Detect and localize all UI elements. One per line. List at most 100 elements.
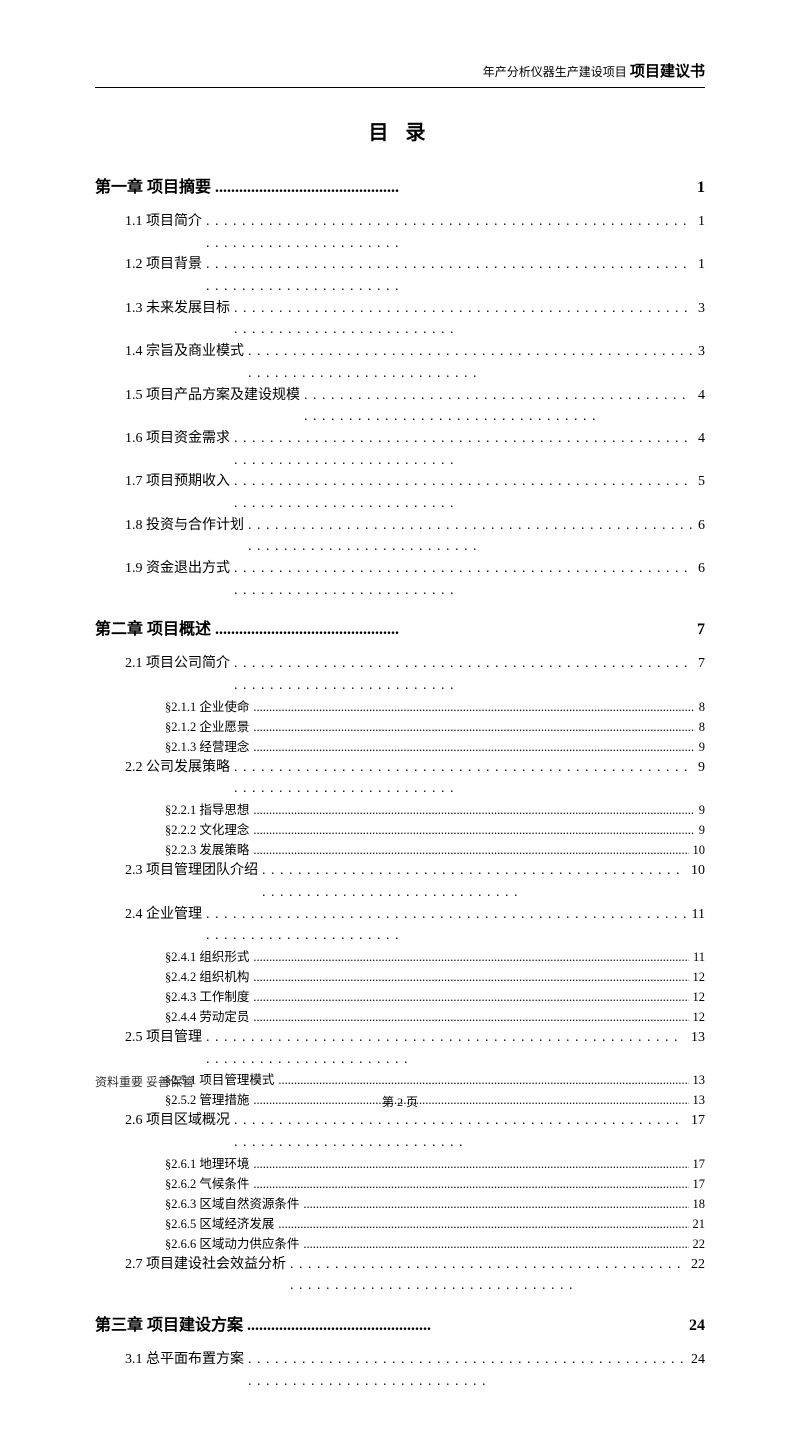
- leader-dots: . . . . . . . . . . . . . . . . . . . . …: [290, 1254, 687, 1297]
- subsection-row-label: §2.2.3 发展策略: [165, 840, 249, 860]
- chapter-row-page: 1: [697, 179, 705, 197]
- leader-dots: . . . . . . . . . . . . . . . . . . . . …: [234, 471, 694, 514]
- subsection-row: §2.4.4 劳动定员.............................…: [165, 1007, 705, 1027]
- subsection-row-page: 22: [693, 1234, 706, 1254]
- section-row-label: 2.2 公司发展策略: [125, 757, 230, 779]
- subsection-row: §2.2.3 发展策略.............................…: [165, 840, 705, 860]
- section-row: 2.7 项目建设社会效益分析. . . . . . . . . . . . . …: [125, 1254, 705, 1297]
- leader-dots: . . . . . . . . . . . . . . . . . . . . …: [234, 298, 694, 341]
- section-row-page: 4: [698, 428, 705, 450]
- leader-dots: ........................................…: [253, 820, 694, 840]
- section-row-page: 7: [698, 653, 705, 675]
- leader-dots: ........................................…: [215, 179, 693, 197]
- section-row: 2.4 企业管理. . . . . . . . . . . . . . . . …: [125, 904, 705, 947]
- subsection-row-page: 9: [699, 800, 705, 820]
- section-row-page: 5: [698, 471, 705, 493]
- section-row-page: 3: [698, 298, 705, 320]
- subsection-row-label: §2.6.6 区域动力供应条件: [165, 1234, 299, 1254]
- section-row-label: 2.6 项目区域概况: [125, 1110, 230, 1132]
- leader-dots: ........................................…: [253, 1154, 688, 1174]
- subsection-row-page: 18: [693, 1194, 706, 1214]
- section-row: 1.7 项目预期收入. . . . . . . . . . . . . . . …: [125, 471, 705, 514]
- leader-dots: ........................................…: [303, 1234, 688, 1254]
- section-row-label: 3.1 总平面布置方案: [125, 1349, 244, 1371]
- subsection-row: §2.6.2 气候条件.............................…: [165, 1174, 705, 1194]
- subsection-row: §2.6.5 区域经济发展...........................…: [165, 1214, 705, 1234]
- section-row-label: 1.8 投资与合作计划: [125, 515, 244, 537]
- section-row-page: 1: [698, 211, 705, 233]
- leader-dots: ........................................…: [303, 1194, 688, 1214]
- leader-dots: . . . . . . . . . . . . . . . . . . . . …: [248, 341, 694, 384]
- subsection-row-label: §2.1.1 企业使命: [165, 697, 249, 717]
- subsection-row-page: 10: [693, 840, 706, 860]
- section-row-label: 2.5 项目管理: [125, 1027, 202, 1049]
- leader-dots: ........................................…: [253, 840, 688, 860]
- subsection-row-page: 17: [693, 1174, 706, 1194]
- subsection-row: §2.1.3 经营理念.............................…: [165, 737, 705, 757]
- subsection-row-label: §2.4.2 组织机构: [165, 967, 249, 987]
- subsection-row-label: §2.4.3 工作制度: [165, 987, 249, 1007]
- leader-dots: . . . . . . . . . . . . . . . . . . . . …: [234, 558, 694, 601]
- leader-dots: ........................................…: [215, 621, 693, 639]
- subsection-row: §2.6.6 区域动力供应条件.........................…: [165, 1234, 705, 1254]
- section-row-page: 1: [698, 254, 705, 276]
- section-row-page: 6: [698, 558, 705, 580]
- header-subtitle: 年产分析仪器生产建设项目: [483, 65, 627, 79]
- section-row: 1.2 项目背景. . . . . . . . . . . . . . . . …: [125, 254, 705, 297]
- subsection-row-page: 13: [693, 1070, 706, 1090]
- leader-dots: ........................................…: [253, 1174, 688, 1194]
- section-row-page: 9: [698, 757, 705, 779]
- subsection-row: §2.2.2 文化理念.............................…: [165, 820, 705, 840]
- leader-dots: . . . . . . . . . . . . . . . . . . . . …: [262, 860, 687, 903]
- section-row-label: 1.1 项目简介: [125, 211, 202, 233]
- section-row-label: 2.4 企业管理: [125, 904, 202, 926]
- section-row: 1.8 投资与合作计划. . . . . . . . . . . . . . .…: [125, 515, 705, 558]
- leader-dots: ........................................…: [253, 717, 694, 737]
- section-row-page: 4: [698, 385, 705, 407]
- subsection-row-label: §2.6.2 气候条件: [165, 1174, 249, 1194]
- leader-dots: . . . . . . . . . . . . . . . . . . . . …: [206, 904, 688, 947]
- subsection-row: §2.4.1 组织形式.............................…: [165, 947, 705, 967]
- section-row: 2.2 公司发展策略. . . . . . . . . . . . . . . …: [125, 757, 705, 800]
- section-row: 1.9 资金退出方式. . . . . . . . . . . . . . . …: [125, 558, 705, 601]
- section-row-page: 6: [698, 515, 705, 537]
- leader-dots: . . . . . . . . . . . . . . . . . . . . …: [234, 757, 694, 800]
- subsection-row: §2.2.1 指导思想.............................…: [165, 800, 705, 820]
- section-row-label: 1.5 项目产品方案及建设规模: [125, 385, 300, 407]
- subsection-row: §2.1.1 企业使命.............................…: [165, 697, 705, 717]
- section-row-label: 1.4 宗旨及商业模式: [125, 341, 244, 363]
- subsection-row: §2.1.2 企业愿景.............................…: [165, 717, 705, 737]
- subsection-row: §2.5.1 项目管理模式...........................…: [165, 1070, 705, 1090]
- section-row-label: 2.1 项目公司简介: [125, 653, 230, 675]
- subsection-row-label: §2.4.4 劳动定员: [165, 1007, 249, 1027]
- section-row-label: 1.6 项目资金需求: [125, 428, 230, 450]
- subsection-row-label: §2.6.1 地理环境: [165, 1154, 249, 1174]
- document-page: 年产分析仪器生产建设项目 项目建议书 目 录 第一章 项目摘要.........…: [0, 0, 800, 1432]
- subsection-row-label: §2.6.3 区域自然资源条件: [165, 1194, 299, 1214]
- leader-dots: . . . . . . . . . . . . . . . . . . . . …: [206, 211, 694, 254]
- section-row: 1.1 项目简介. . . . . . . . . . . . . . . . …: [125, 211, 705, 254]
- leader-dots: ........................................…: [253, 800, 694, 820]
- section-row: 3.1 总平面布置方案. . . . . . . . . . . . . . .…: [125, 1349, 705, 1392]
- chapter-row-page: 7: [697, 621, 705, 639]
- subsection-row-label: §2.2.2 文化理念: [165, 820, 249, 840]
- chapter-row: 第三章 项目建设方案..............................…: [95, 1311, 705, 1335]
- footer-page-number: 第 2 页: [0, 1093, 800, 1110]
- section-row-label: 2.3 项目管理团队介绍: [125, 860, 258, 882]
- leader-dots: ........................................…: [253, 1007, 688, 1027]
- section-row-page: 13: [691, 1027, 705, 1049]
- section-row-label: 1.3 未来发展目标: [125, 298, 230, 320]
- section-row-label: 2.7 项目建设社会效益分析: [125, 1254, 286, 1276]
- leader-dots: ........................................…: [278, 1070, 688, 1090]
- section-row: 2.3 项目管理团队介绍. . . . . . . . . . . . . . …: [125, 860, 705, 903]
- leader-dots: ........................................…: [253, 967, 688, 987]
- leader-dots: . . . . . . . . . . . . . . . . . . . . …: [206, 1027, 687, 1070]
- section-row-label: 1.7 项目预期收入: [125, 471, 230, 493]
- leader-dots: . . . . . . . . . . . . . . . . . . . . …: [248, 515, 694, 558]
- leader-dots: . . . . . . . . . . . . . . . . . . . . …: [234, 428, 694, 471]
- header-title: 项目建议书: [630, 64, 705, 80]
- section-row: 2.1 项目公司简介. . . . . . . . . . . . . . . …: [125, 653, 705, 696]
- subsection-row-page: 8: [699, 697, 705, 717]
- subsection-row-page: 11: [693, 947, 705, 967]
- subsection-row-page: 17: [693, 1154, 706, 1174]
